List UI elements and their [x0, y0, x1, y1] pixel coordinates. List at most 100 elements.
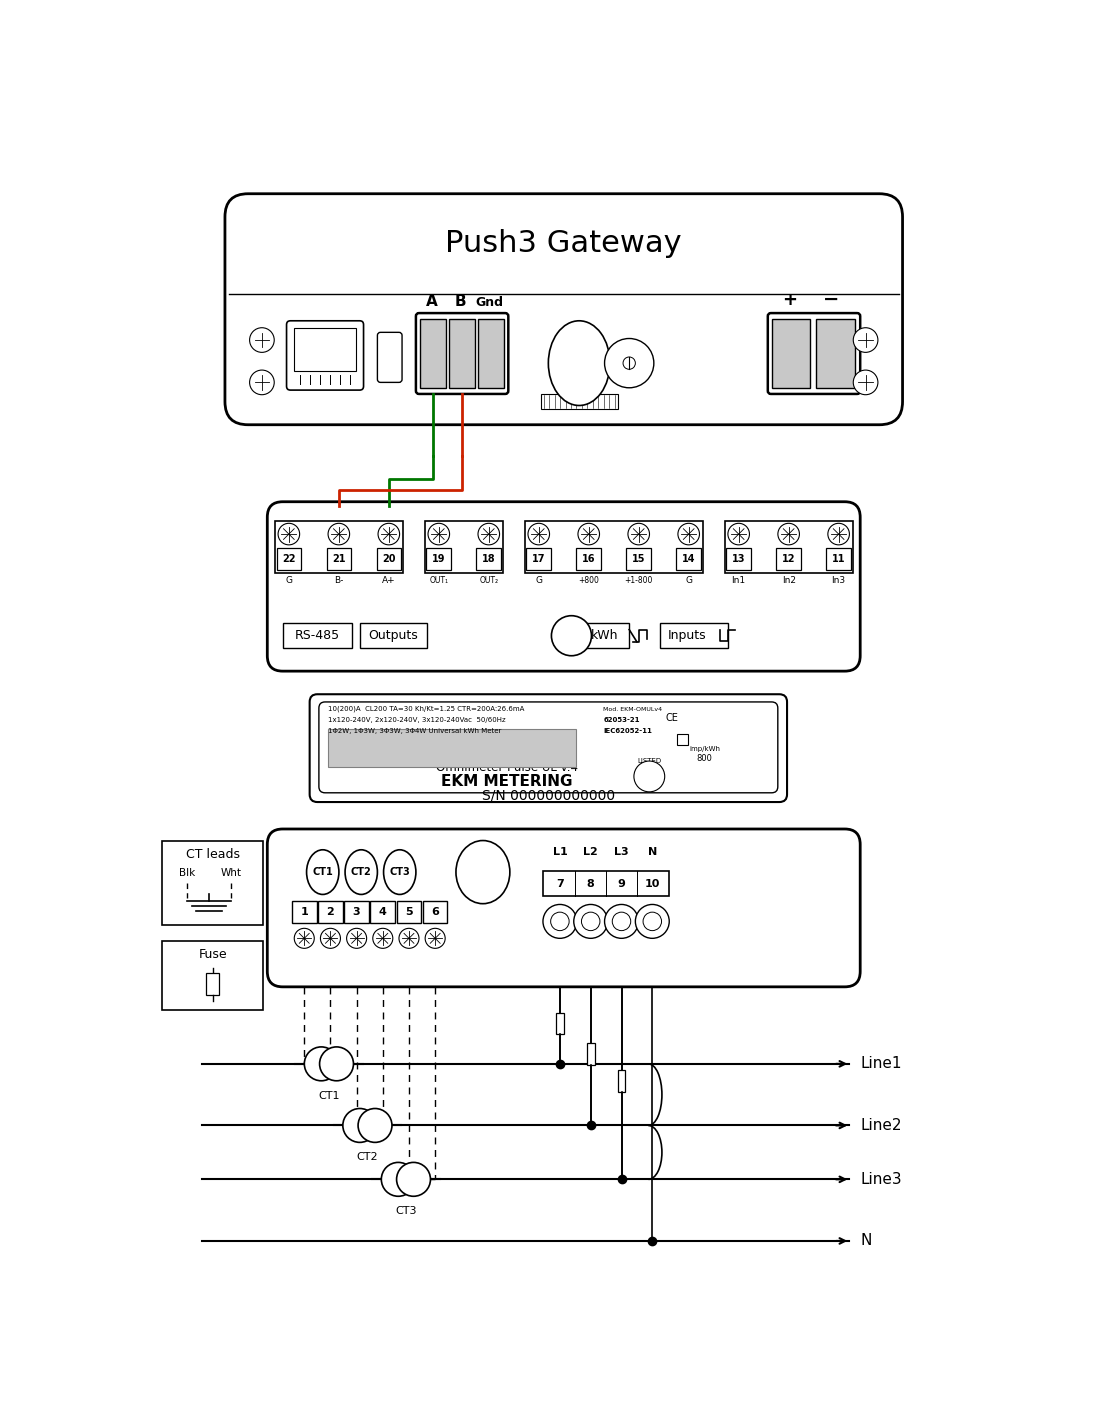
- Text: L2: L2: [583, 848, 598, 857]
- Text: Omnimeter Pulse UL v.4: Omnimeter Pulse UL v.4: [436, 761, 578, 774]
- Text: 7: 7: [556, 879, 564, 889]
- Bar: [587, 1044, 595, 1065]
- FancyBboxPatch shape: [768, 313, 860, 394]
- Text: +800: +800: [579, 576, 600, 586]
- Bar: [576, 547, 601, 569]
- Text: 18: 18: [482, 553, 496, 563]
- Text: Inputs: Inputs: [668, 629, 706, 643]
- Bar: [276, 547, 301, 569]
- Bar: [618, 1071, 626, 1092]
- Circle shape: [543, 904, 576, 939]
- Bar: [207, 974, 219, 995]
- Circle shape: [278, 523, 299, 545]
- Bar: [449, 320, 475, 388]
- FancyBboxPatch shape: [319, 702, 778, 793]
- Text: 4: 4: [378, 907, 387, 917]
- Text: 1x120-240V, 2x120-240V, 3x120-240Vac  50/60Hz: 1x120-240V, 2x120-240V, 3x120-240Vac 50/…: [328, 717, 506, 724]
- Text: In2: In2: [782, 576, 795, 586]
- Text: S/N 000000000000: S/N 000000000000: [482, 789, 615, 803]
- Circle shape: [295, 929, 315, 948]
- Text: 21: 21: [332, 553, 345, 563]
- Text: CT1: CT1: [312, 867, 333, 877]
- Bar: [816, 320, 855, 388]
- Circle shape: [628, 523, 649, 545]
- FancyBboxPatch shape: [416, 313, 508, 394]
- Circle shape: [778, 523, 800, 545]
- FancyBboxPatch shape: [267, 829, 860, 987]
- FancyBboxPatch shape: [377, 333, 403, 383]
- Bar: [283, 623, 352, 648]
- Text: 13: 13: [732, 553, 746, 563]
- Text: In3: In3: [832, 576, 846, 586]
- Circle shape: [582, 912, 600, 930]
- Text: 17: 17: [532, 553, 546, 563]
- Circle shape: [397, 1162, 430, 1196]
- Circle shape: [343, 1109, 376, 1142]
- Bar: [371, 902, 395, 923]
- Ellipse shape: [345, 850, 377, 894]
- Text: A+: A+: [382, 576, 396, 586]
- Circle shape: [678, 523, 700, 545]
- Text: Line3: Line3: [860, 1172, 902, 1187]
- Bar: [476, 547, 502, 569]
- Text: c: c: [645, 776, 648, 782]
- Text: L3: L3: [614, 848, 629, 857]
- Bar: [726, 547, 751, 569]
- Ellipse shape: [307, 850, 339, 894]
- Text: 11: 11: [832, 553, 846, 563]
- Circle shape: [359, 1109, 392, 1142]
- Text: +1-800: +1-800: [625, 576, 653, 586]
- Text: 15: 15: [632, 553, 646, 563]
- Circle shape: [528, 523, 550, 545]
- Text: imp/kWh: imp/kWh: [689, 747, 719, 752]
- Circle shape: [605, 904, 638, 939]
- Text: 800: 800: [696, 754, 713, 762]
- Bar: [376, 547, 402, 569]
- Bar: [422, 902, 448, 923]
- Text: kWh: kWh: [591, 629, 618, 643]
- Circle shape: [605, 338, 653, 388]
- Text: 3: 3: [353, 907, 361, 917]
- FancyBboxPatch shape: [286, 321, 363, 390]
- Text: CT3: CT3: [395, 1206, 417, 1216]
- Text: CT2: CT2: [351, 867, 372, 877]
- Text: 22: 22: [282, 553, 296, 563]
- Circle shape: [373, 929, 393, 948]
- Circle shape: [574, 904, 607, 939]
- Text: Gnd: Gnd: [475, 296, 503, 309]
- Bar: [527, 547, 551, 569]
- Bar: [344, 902, 369, 923]
- Bar: [777, 547, 801, 569]
- Bar: [826, 547, 851, 569]
- Bar: [525, 520, 703, 573]
- Bar: [725, 520, 852, 573]
- Circle shape: [250, 327, 274, 353]
- Text: Outputs: Outputs: [368, 629, 418, 643]
- Text: 2: 2: [327, 907, 334, 917]
- Circle shape: [305, 1047, 338, 1081]
- Text: Push3 Gateway: Push3 Gateway: [446, 229, 682, 259]
- Text: G: G: [685, 576, 692, 586]
- Circle shape: [478, 523, 499, 545]
- Text: Line1: Line1: [860, 1057, 902, 1071]
- Circle shape: [551, 912, 569, 930]
- Text: B: B: [454, 294, 466, 309]
- Text: 10: 10: [645, 879, 660, 889]
- Text: LISTED: LISTED: [637, 758, 661, 764]
- Bar: [162, 940, 264, 1010]
- Ellipse shape: [549, 321, 609, 405]
- Text: IEC62052-11: IEC62052-11: [604, 728, 652, 734]
- Text: US: US: [648, 769, 657, 775]
- Bar: [478, 320, 505, 388]
- Circle shape: [399, 929, 419, 948]
- Text: 16: 16: [582, 553, 595, 563]
- Text: OUT₁: OUT₁: [429, 576, 449, 586]
- Circle shape: [425, 929, 446, 948]
- Bar: [420, 320, 446, 388]
- Text: +: +: [782, 292, 796, 309]
- Bar: [295, 328, 356, 371]
- Circle shape: [644, 912, 661, 930]
- Text: UL: UL: [647, 772, 658, 782]
- Bar: [397, 902, 421, 923]
- Text: 9: 9: [617, 879, 626, 889]
